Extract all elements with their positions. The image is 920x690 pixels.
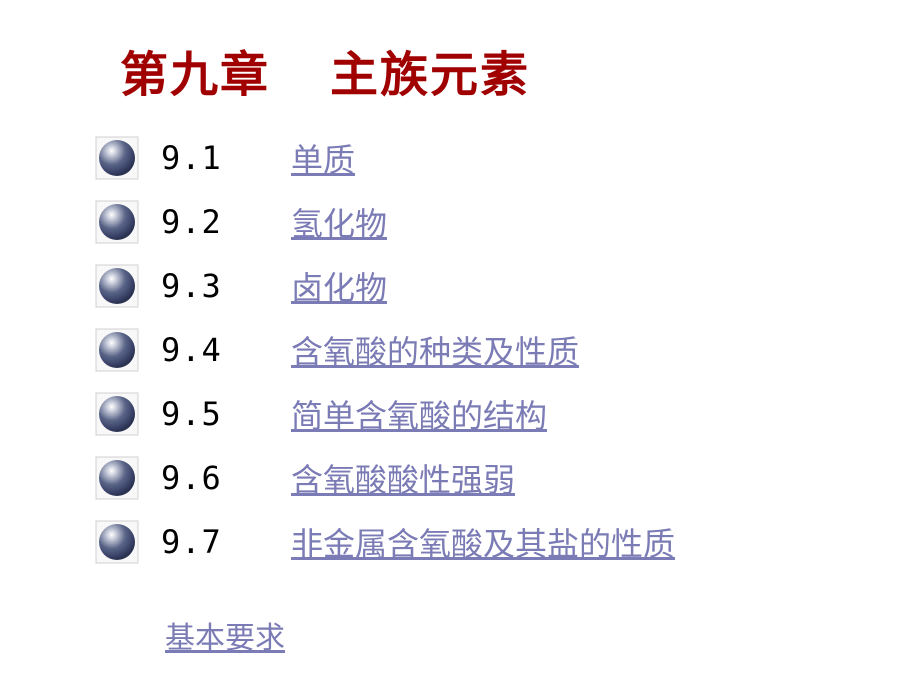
section-link[interactable]: 简单含氧酸的结构: [291, 391, 547, 437]
sphere-bullet-icon: [95, 328, 139, 372]
chapter-title: 第九章 主族元素: [120, 35, 920, 105]
section-link[interactable]: 非金属含氧酸及其盐的性质: [291, 519, 675, 565]
section-link[interactable]: 卤化物: [291, 263, 387, 309]
requirements-link[interactable]: 基本要求: [165, 613, 285, 657]
section-number: 9.1: [161, 139, 291, 177]
section-number: 9.5: [161, 395, 291, 433]
sphere-bullet-icon: [95, 264, 139, 308]
sphere-bullet-icon: [95, 392, 139, 436]
sphere-bullet-icon: [95, 456, 139, 500]
toc-item: 9.5 简单含氧酸的结构: [95, 391, 920, 437]
section-link[interactable]: 氢化物: [291, 199, 387, 245]
toc-item: 9.6 含氧酸酸性强弱: [95, 455, 920, 501]
section-number: 9.4: [161, 331, 291, 369]
toc-item: 9.3 卤化物: [95, 263, 920, 309]
section-number: 9.7: [161, 523, 291, 561]
section-number: 9.2: [161, 203, 291, 241]
sphere-bullet-icon: [95, 136, 139, 180]
section-number: 9.3: [161, 267, 291, 305]
section-number: 9.6: [161, 459, 291, 497]
section-link[interactable]: 含氧酸的种类及性质: [291, 327, 579, 373]
toc-item: 9.1 单质: [95, 135, 920, 181]
toc-item: 9.7 非金属含氧酸及其盐的性质: [95, 519, 920, 565]
toc-item: 9.4 含氧酸的种类及性质: [95, 327, 920, 373]
sphere-bullet-icon: [95, 200, 139, 244]
table-of-contents: 9.1 单质 9.2 氢化物 9.3 卤化物 9.4 含氧酸的种: [95, 135, 920, 565]
section-link[interactable]: 单质: [291, 135, 355, 181]
sphere-bullet-icon: [95, 520, 139, 564]
section-link[interactable]: 含氧酸酸性强弱: [291, 455, 515, 501]
title-part1: 第九章: [120, 49, 270, 102]
slide-container: 第九章 主族元素 9.1 单质: [0, 0, 920, 657]
toc-item: 9.2 氢化物: [95, 199, 920, 245]
title-part2: 主族元素: [330, 49, 530, 102]
